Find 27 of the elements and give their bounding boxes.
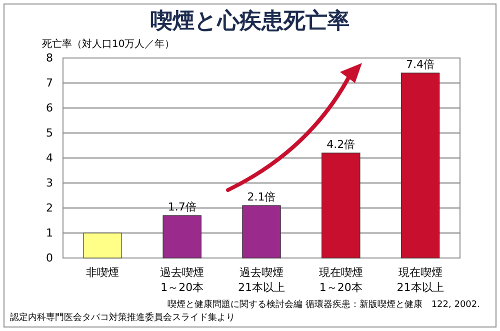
x-tick-label: 現在喫煙 1～20本 — [318, 266, 363, 294]
y-tick-label: 4 — [46, 152, 53, 165]
y-tick-label: 7 — [46, 76, 53, 90]
y-axis-title: 死亡率（対人口10万人／年） — [42, 38, 175, 50]
x-tick-label: 非喫煙 — [86, 266, 120, 279]
x-tick-label: 過去喫煙 1～20本 — [160, 266, 204, 294]
x-tick-label: 現在喫煙 21本以上 — [396, 266, 444, 294]
text: 認定内科専門医会タバコ対策推進委員会スライド集より — [10, 312, 235, 323]
y-tick-label: 0 — [46, 252, 53, 265]
data-label: 2.1倍 — [247, 190, 276, 204]
y-tick-label: 1 — [46, 226, 53, 240]
bar — [400, 72, 440, 258]
text: 喫煙と健康問題に関する検討会編 循環器疾患：新版喫煙と健康 122, 2002. — [167, 299, 480, 310]
x-tick-label: 過去喫煙 21本以上 — [238, 266, 285, 294]
y-tick-label: 3 — [46, 176, 53, 190]
y-tick-label: 2 — [46, 202, 53, 215]
data-label: 7.4倍 — [406, 58, 435, 71]
y-tick-label: 5 — [46, 126, 53, 140]
y-tick-label: 6 — [46, 102, 53, 115]
bar — [83, 232, 122, 258]
bar — [242, 205, 281, 258]
bar — [322, 152, 360, 258]
y-tick-label: 8 — [46, 52, 53, 65]
data-label: 1.7倍 — [168, 200, 196, 214]
data-label: 4.2倍 — [326, 138, 356, 151]
bar — [162, 215, 202, 258]
chart-title: 喫煙と心疾患死亡率 — [150, 8, 350, 34]
